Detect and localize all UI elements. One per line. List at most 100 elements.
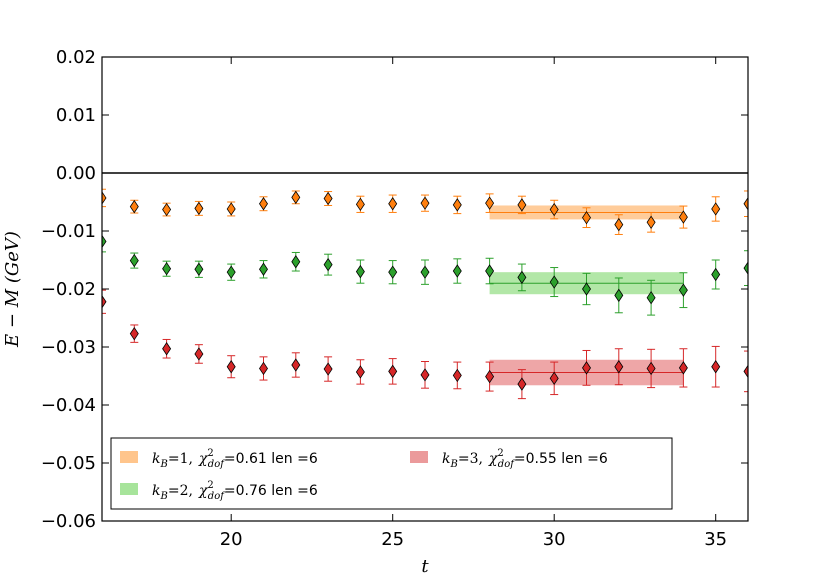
x-axis-label: t: [421, 556, 429, 577]
legend-prefix: k: [152, 483, 160, 499]
data-point-k_B=1: [517, 198, 527, 212]
data-point-k_B=3: [678, 361, 688, 375]
legend-stat: =0.76 len =6: [224, 483, 318, 499]
data-point-k_B=1: [743, 197, 748, 211]
y-tick-label: 0.02: [56, 47, 96, 68]
legend-chi_sub: dof: [498, 459, 516, 470]
data-point-k_B=2: [291, 255, 301, 269]
legend-sub: B: [449, 459, 457, 470]
data-point-k_B=2: [517, 270, 527, 285]
data-point-k_B=3: [388, 364, 398, 379]
data-point-k_B=2: [194, 262, 204, 277]
y-axis-label: E − M (GeV): [2, 231, 23, 348]
data-point-k_B=1: [582, 210, 591, 225]
data-point-k_B=2: [743, 261, 748, 275]
y-tick-label: −0.04: [41, 395, 96, 416]
x-tick-label: 30: [543, 529, 566, 550]
legend-stat: =0.61 len =6: [224, 451, 318, 467]
data-point-k_B=2: [323, 257, 333, 272]
data-point-k_B=1: [388, 197, 398, 211]
legend-chi_sup: 2: [207, 480, 213, 491]
legend-label-k_B=2: kB=2, χ2 dof=0.76 len =6: [152, 480, 318, 502]
data-point-k_B=1: [355, 197, 365, 212]
data-point-k_B=3: [517, 377, 527, 391]
data-point-k_B=2: [614, 288, 624, 303]
y-tick-label: −0.06: [41, 511, 96, 532]
data-point-k_B=2: [452, 264, 462, 278]
data-point-k_B=1: [549, 202, 559, 217]
legend: kB=1, χ2 dof=0.61 len =6kB=2, χ2 dof=0.76 le…: [110, 437, 673, 510]
data-point-k_B=1: [711, 202, 721, 216]
data-point-k_B=3: [355, 365, 365, 379]
legend-label-k_B=1: kB=1, χ2 dof=0.61 len =6: [152, 448, 318, 470]
data-point-k_B=2: [259, 262, 268, 277]
y-tick-label: −0.05: [41, 453, 96, 474]
data-point-k_B=3: [452, 368, 462, 383]
legend-swatch-k_B=2: [120, 483, 138, 495]
data-point-k_B=3: [485, 369, 495, 384]
data-point-k_B=2: [162, 261, 172, 276]
data-point-k_B=2: [678, 283, 688, 297]
y-axis: −0.06 −0.05 −0.04 −0.03 −0.02 −0.01 0.00 0.01 0.…: [41, 47, 748, 532]
y-tick-label: 0.00: [56, 163, 96, 184]
data-point-k_B=1: [194, 201, 204, 216]
data-point-k_B=1: [485, 196, 495, 210]
data-point-k_B=1: [162, 202, 172, 217]
data-point-k_B=1: [452, 198, 462, 212]
data-point-k_B=2: [420, 265, 430, 279]
data-point-k_B=3: [226, 359, 236, 374]
y-tick-label: −0.01: [41, 221, 96, 242]
data-point-k_B=3: [291, 358, 301, 372]
data-points: [102, 188, 748, 400]
legend-chi_sub: dof: [208, 459, 226, 470]
legend-chi_sup: 2: [497, 448, 503, 459]
x-axis: 20 25 30 35: [220, 57, 727, 550]
x-tick-label: 25: [381, 529, 404, 550]
data-point-k_B=3: [711, 359, 721, 374]
data-point-k_B=2: [646, 290, 656, 305]
data-point-k_B=3: [323, 362, 333, 376]
legend-chi: χ: [198, 483, 209, 499]
legend-chi: χ: [488, 451, 499, 467]
data-point-k_B=2: [129, 253, 139, 268]
legend-chi_sub: dof: [208, 491, 226, 502]
data-point-k_B=2: [355, 264, 365, 279]
data-point-k_B=3: [582, 361, 591, 375]
data-point-k_B=2: [549, 275, 559, 289]
data-point-k_B=1: [646, 215, 656, 230]
y-tick-label: −0.03: [41, 337, 96, 358]
data-point-k_B=2: [102, 234, 107, 249]
data-point-k_B=1: [678, 210, 688, 224]
data-point-k_B=1: [420, 196, 430, 210]
data-point-k_B=1: [129, 199, 139, 214]
data-point-k_B=3: [743, 364, 748, 379]
data-point-k_B=3: [162, 342, 172, 356]
legend-chi_sup: 2: [207, 448, 213, 459]
data-point-k_B=2: [582, 282, 591, 296]
legend-eq: =3,: [458, 451, 483, 467]
data-point-k_B=2: [226, 265, 236, 279]
legend-sub: B: [159, 459, 167, 470]
legend-stat: =0.55 len =6: [514, 451, 608, 467]
data-point-k_B=1: [259, 197, 268, 211]
legend-eq: =1,: [168, 451, 193, 467]
data-point-k_B=3: [614, 359, 624, 374]
data-point-k_B=1: [291, 190, 301, 205]
data-point-k_B=3: [420, 368, 430, 382]
data-point-k_B=2: [711, 267, 721, 282]
legend-eq: =2,: [168, 483, 193, 499]
y-tick-label: −0.02: [41, 279, 96, 300]
data-point-k_B=3: [194, 347, 204, 361]
data-point-k_B=2: [485, 264, 495, 278]
legend-frame: [110, 437, 673, 510]
data-point-k_B=1: [323, 191, 333, 206]
x-tick-label: 20: [220, 529, 243, 550]
data-point-k_B=3: [549, 371, 559, 386]
data-point-k_B=1: [614, 217, 624, 232]
legend-prefix: k: [152, 451, 160, 467]
legend-sub: B: [159, 491, 167, 502]
legend-chi: χ: [198, 451, 209, 467]
data-point-k_B=3: [259, 361, 268, 376]
legend-prefix: k: [442, 451, 450, 467]
